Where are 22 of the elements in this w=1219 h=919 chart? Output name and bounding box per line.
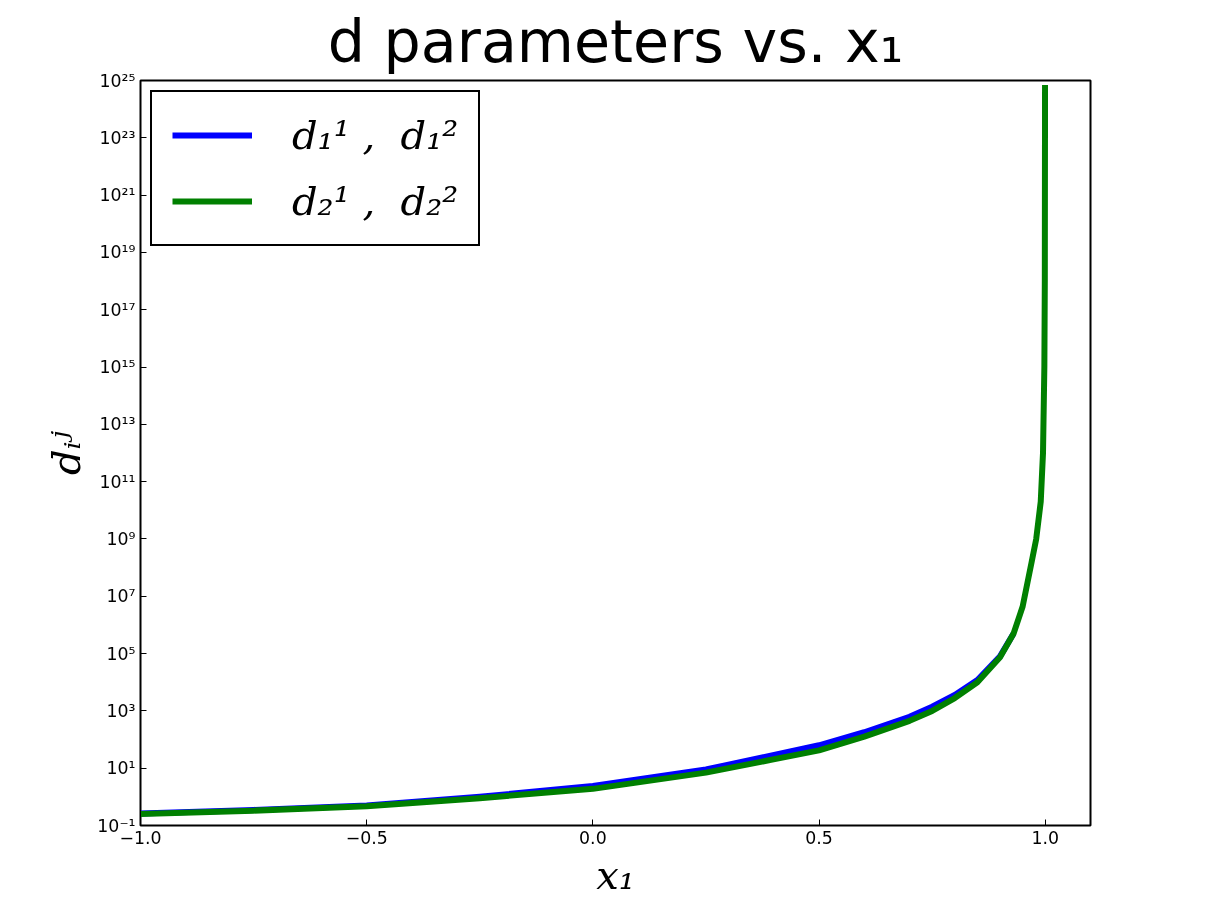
y-tick-label: 10⁷ bbox=[106, 586, 136, 607]
x-axis-title: x₁ bbox=[596, 851, 635, 898]
y-tick-label: 10¹⁷ bbox=[99, 299, 136, 320]
y-tick-label: 10²⁵ bbox=[99, 70, 136, 91]
y-tick-label: 10¹ bbox=[106, 758, 136, 779]
y-tick-label: 10²³ bbox=[99, 127, 136, 148]
y-tick-label: 10⁹ bbox=[106, 528, 136, 549]
legend-label: d₁¹ , d₁² bbox=[292, 112, 459, 158]
legend-label: d₂¹ , d₂² bbox=[292, 178, 459, 224]
x-tick-label: 0.5 bbox=[805, 827, 833, 848]
y-tick-label: 10⁵ bbox=[106, 643, 136, 664]
y-axis-title: dᵢʲ bbox=[43, 430, 90, 476]
y-tick-label: 10²¹ bbox=[99, 185, 136, 206]
y-tick-label: 10³ bbox=[106, 700, 136, 721]
x-tick-label: 1.0 bbox=[1031, 827, 1060, 848]
chart-title: d parameters vs. x₁ bbox=[327, 7, 904, 76]
y-tick-label: 10¹³ bbox=[99, 414, 136, 435]
y-tick-label: 10¹¹ bbox=[99, 471, 136, 492]
y-tick-label: 10¹⁵ bbox=[99, 357, 136, 378]
x-tick-label: 0.0 bbox=[579, 827, 607, 848]
x-tick-label: −0.5 bbox=[345, 827, 388, 848]
y-tick-label: 10¹⁹ bbox=[99, 242, 136, 263]
